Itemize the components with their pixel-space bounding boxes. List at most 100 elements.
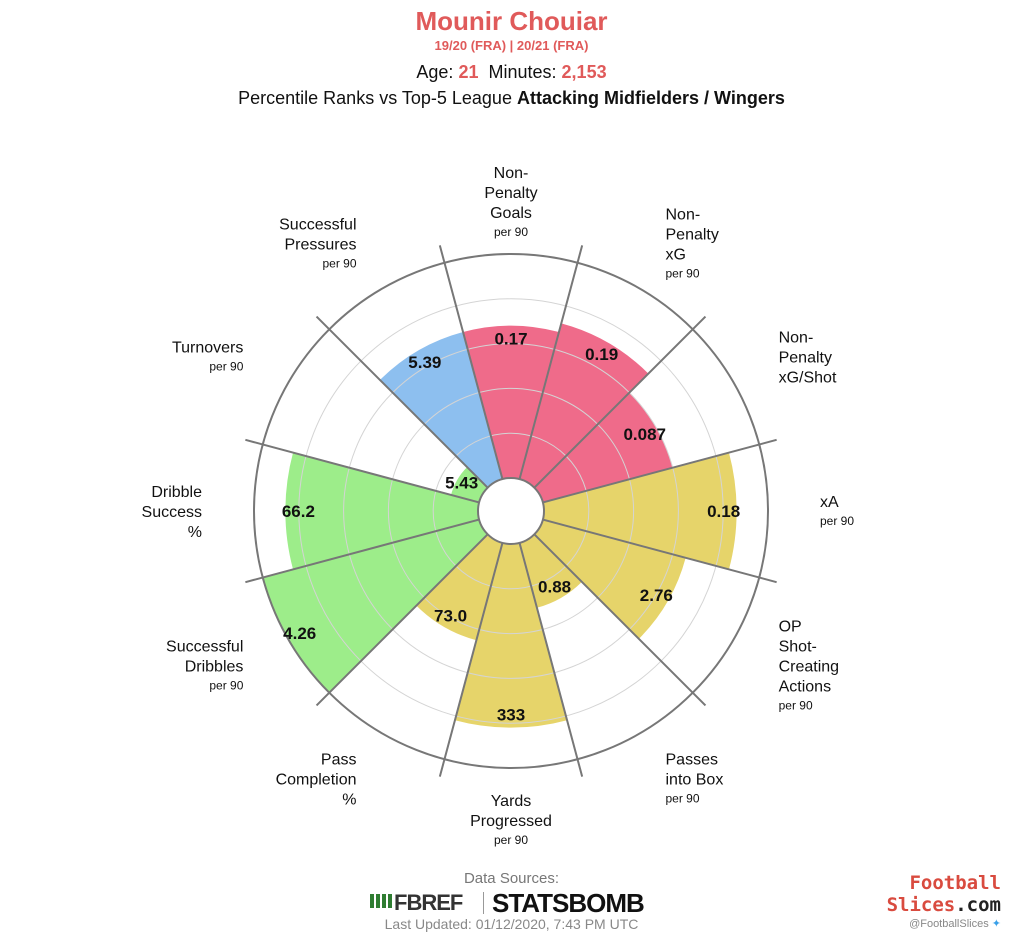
spoke-line [533,315,707,489]
category-unit: per 90 [666,792,700,806]
category-label: Pressures [284,236,356,253]
category-label: Success [142,504,202,521]
category-label: Successful [166,639,243,656]
category-label: Dribbles [185,659,244,676]
player-name: Mounir Chouiar [415,6,608,36]
twitter-bird-icon: ✦ [991,918,1001,930]
spoke-line [542,438,777,504]
category-label: Progressed [470,813,552,830]
value-label: 0.88 [538,578,571,597]
sector-bar [450,467,488,503]
minutes-label: Minutes: [488,62,557,82]
spoke-line [245,518,480,584]
value-label: 333 [497,706,525,725]
category-label: Shot- [779,639,817,656]
spoke-line [533,533,707,707]
fbref-logo: FBREF [370,890,463,916]
value-label: 0.17 [494,330,527,349]
age-value: 21 [458,62,479,82]
category-label: into Box [666,772,724,789]
center-hole [477,477,545,545]
source-logos: FBREF STATSBOMB [370,888,660,918]
sector-bar [416,534,503,641]
value-label: 5.43 [445,474,478,493]
fbref-text: FBREF [394,890,463,915]
sector-bar [463,325,559,480]
footballslices-brand: Football Slices.com [887,872,1001,916]
brand-line-2: Slices.com [887,894,1001,916]
spoke-line [315,315,489,489]
category-label: Pass [321,752,357,769]
category-label: Penalty [666,226,719,243]
value-label: 73.0 [434,607,467,626]
last-updated: Last Updated: 01/12/2020, 7:43 PM UTC [384,916,639,932]
category-label: xG/Shot [779,370,837,387]
value-label: 66.2 [282,502,315,521]
sector-bar [542,452,737,570]
spoke-line [438,245,504,480]
spoke-line [315,533,489,707]
category-label: Non- [494,165,529,182]
handle-text: @FootballSlices [909,918,989,930]
category-unit: per 90 [494,225,528,239]
value-label: 0.19 [585,345,618,364]
grid-ring [387,387,635,635]
brand-slices: Slices [886,894,956,916]
outer-ring [253,253,769,769]
minutes-value: 2,153 [561,62,607,82]
sector-bar [285,452,480,570]
category-unit: per 90 [779,699,813,713]
subtitle-position-group: Attacking Midfielders / Wingers [516,88,785,108]
logo-divider [483,892,484,914]
category-unit: per 90 [820,514,854,528]
grid-ring [432,432,590,590]
player-meta: Age: 21 Minutes: 2,153 [0,62,1023,83]
spoke-line [542,518,777,584]
category-label: Yards [491,793,532,810]
data-sources-label: Data Sources: [463,870,560,887]
category-label: Creating [779,659,839,676]
sector-bar [519,323,649,488]
value-label: 0.087 [623,425,666,444]
category-unit: per 90 [494,833,528,847]
fbref-mark-icon [370,894,392,908]
brand-line-1: Football [909,872,1001,894]
sector-bar [519,534,582,608]
category-unit: per 90 [666,266,700,280]
category-label: Non- [666,206,701,223]
age-label: Age: [416,62,454,82]
category-label: Successful [279,216,356,233]
category-label: Passes [666,752,718,769]
category-label: Turnovers [172,340,243,357]
category-label: Dribble [151,484,202,501]
category-unit: per 90 [209,360,243,374]
grid-ring [298,298,724,724]
footballslices-handle: @FootballSlices ✦ [909,917,1001,930]
category-label: % [342,792,356,809]
spoke-line [518,542,584,777]
value-label: 5.39 [408,353,441,372]
sector-bar [534,519,686,639]
category-label: Completion [276,772,357,789]
chart-subtitle: Percentile Ranks vs Top-5 League Attacki… [0,88,1023,109]
category-label: % [188,524,202,541]
category-unit: per 90 [209,679,243,693]
spoke-line [438,542,504,777]
value-label: 0.18 [707,502,740,521]
subtitle-prefix: Percentile Ranks vs Top-5 League [238,88,517,108]
grid-ring [343,343,679,679]
sector-bar [454,542,568,728]
value-label: 4.26 [283,624,316,643]
category-unit: per 90 [322,256,356,270]
statsbomb-logo: STATSBOMB [492,888,645,918]
category-label: xA [820,494,839,511]
value-label: 2.76 [640,586,673,605]
spoke-line [518,245,584,480]
category-label: Non- [779,330,814,347]
category-label: Penalty [484,185,537,202]
sector-bar [534,392,673,503]
category-label: Actions [779,679,831,696]
category-label: Penalty [779,350,832,367]
spoke-line [245,438,480,504]
